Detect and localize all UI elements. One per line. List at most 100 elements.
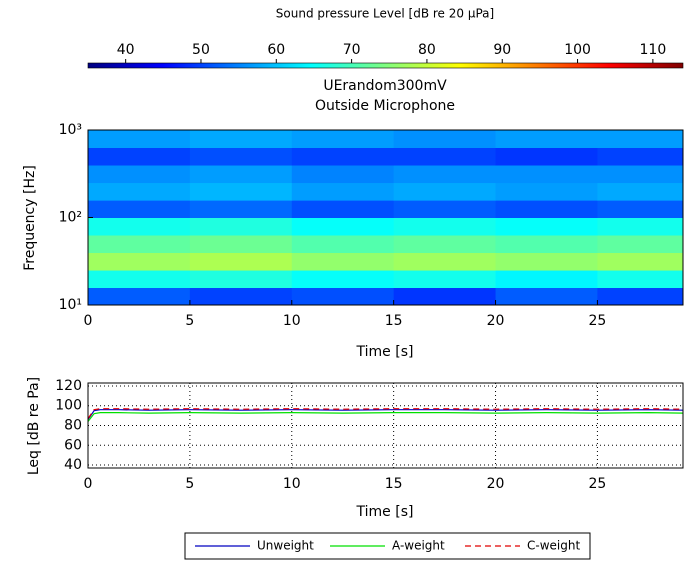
x-tick-label: 5: [185, 476, 194, 492]
heatmap-cell: [88, 130, 191, 148]
heatmap-cell: [291, 182, 395, 201]
heatmap-cell: [597, 200, 684, 218]
colorbar: [87, 62, 684, 69]
y-tick-label: 100: [55, 398, 82, 414]
heatmap-cell: [597, 252, 684, 271]
y-tick-label: 10¹: [59, 297, 82, 313]
heatmap-cell: [189, 165, 293, 184]
heatmap-cell: [495, 270, 598, 288]
colorbar-tick-label: 100: [564, 42, 591, 58]
heatmap-cell: [393, 165, 497, 184]
data-line: [87, 409, 684, 420]
data-line: [87, 412, 684, 422]
heatmap-cell: [495, 252, 598, 271]
heatmap-cell: [393, 252, 497, 271]
heatmap-cell: [597, 182, 684, 201]
heatmap-cell: [88, 270, 191, 288]
y-axis-label: Leq [dB re Pa]: [26, 377, 42, 475]
y-tick-label: 10³: [59, 122, 82, 138]
heatmap-cell: [189, 270, 293, 288]
heatmap-cell: [597, 234, 684, 254]
heatmap-cell: [393, 270, 497, 288]
heatmap-cell: [495, 200, 598, 218]
x-tick-label: 15: [385, 476, 403, 492]
heatmap-cell: [291, 252, 395, 271]
heatmap-cell: [189, 130, 293, 148]
heatmap-cell: [88, 234, 191, 254]
colorbar-tick-label: 90: [493, 42, 511, 58]
heatmap-cell: [291, 165, 395, 184]
heatmap-cell: [291, 200, 395, 218]
colorbar-tick-label: 40: [117, 42, 135, 58]
legend-label: A-weight: [392, 539, 445, 553]
heatmap-cell: [495, 165, 598, 184]
x-axis-label: Time [s]: [356, 504, 414, 520]
heatmap-cell: [597, 130, 684, 148]
colorbar-tick-label: 50: [192, 42, 210, 58]
plot-frame: [87, 382, 684, 469]
y-tick-label: 10²: [59, 210, 82, 226]
x-tick-label: 20: [487, 476, 505, 492]
y-axis-label: Frequency [Hz]: [22, 165, 38, 271]
colorbar-tick-label: 70: [343, 42, 361, 58]
data-line: [87, 408, 684, 419]
legend-label: C-weight: [527, 539, 580, 553]
heatmap-cell: [393, 147, 497, 166]
x-axis-label: Time [s]: [356, 344, 414, 360]
heatmap-cell: [393, 200, 497, 218]
x-tick-label: 10: [283, 476, 301, 492]
plot-area: [88, 383, 683, 468]
colorbar-tick-label: 60: [267, 42, 285, 58]
heatmap-cell: [393, 234, 497, 254]
heatmap-cell: [189, 252, 293, 271]
heatmap-cell: [597, 270, 684, 288]
heatmap-cell: [393, 182, 497, 201]
heatmap-cell: [597, 147, 684, 166]
heatmap-cell: [189, 287, 293, 306]
heatmap-cell: [189, 217, 293, 236]
heatmap-cell: [88, 252, 191, 271]
legend: [184, 532, 591, 560]
heatmap-cell: [291, 217, 395, 236]
chart-title: UErandom300mV: [323, 78, 447, 94]
colorbar-tick-label: 80: [418, 42, 436, 58]
heatmap-cell: [597, 287, 684, 306]
y-tick-label: 40: [64, 457, 82, 473]
heatmap-cell: [88, 182, 191, 201]
heatmap-cell: [189, 147, 293, 166]
heatmap-cell: [88, 147, 191, 166]
heatmap-cell: [189, 182, 293, 201]
heatmap-cell: [495, 287, 598, 306]
heatmap-cell: [88, 165, 191, 184]
heatmap-cell: [189, 200, 293, 218]
heatmap-cell: [291, 234, 395, 254]
x-tick-label: 0: [84, 476, 93, 492]
heatmap-cell: [495, 182, 598, 201]
heatmap-cell: [597, 217, 684, 236]
heatmap-cell: [88, 200, 191, 218]
heatmap-cell: [291, 270, 395, 288]
y-tick-label: 60: [64, 437, 82, 453]
heatmap-cell: [291, 287, 395, 306]
heatmap-cell: [495, 147, 598, 166]
heatmap-cell: [393, 130, 497, 148]
y-tick-label: 120: [55, 378, 82, 394]
heatmap-cell: [597, 165, 684, 184]
x-tick-label: 10: [283, 313, 301, 329]
x-tick-label: 25: [589, 476, 607, 492]
heatmap-cell: [291, 130, 395, 148]
legend-label: Unweight: [257, 539, 314, 553]
x-tick-label: 0: [84, 313, 93, 329]
y-tick-label: 80: [64, 418, 82, 434]
heatmap-cell: [88, 287, 191, 306]
heatmap-cell: [291, 147, 395, 166]
heatmap-cell: [393, 217, 497, 236]
x-tick-label: 20: [487, 313, 505, 329]
heatmap-cell: [88, 217, 191, 236]
heatmap-cell: [189, 234, 293, 254]
colorbar-label: Sound pressure Level [dB re 20 μPa]: [276, 7, 494, 21]
chart-subtitle: Outside Microphone: [315, 98, 455, 114]
x-tick-label: 5: [185, 313, 194, 329]
colorbar-tick-label: 110: [640, 42, 667, 58]
